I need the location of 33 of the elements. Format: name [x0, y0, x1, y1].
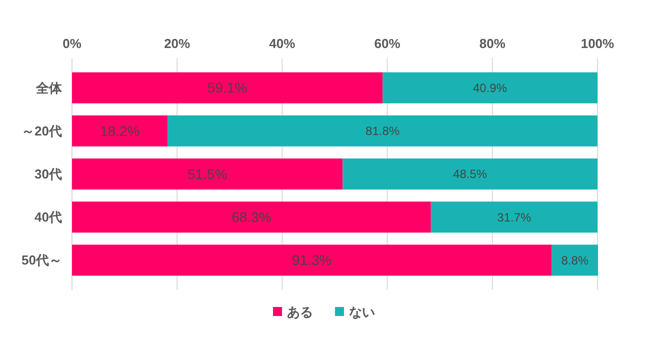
bar	[382, 72, 598, 104]
y-tick-label: 50代～	[22, 252, 62, 268]
legend-label: ない	[349, 304, 375, 320]
bar	[552, 244, 598, 276]
data-label: 68.3%	[232, 208, 272, 225]
data-label: 59.1%	[207, 80, 248, 96]
bar	[72, 72, 383, 104]
x-tick-label: 20%	[164, 36, 191, 51]
data-label: 91.3%	[292, 252, 332, 268]
y-tick-label: ～20代	[22, 123, 62, 138]
data-label: 31.7%	[497, 210, 532, 224]
data-label: 51.5%	[187, 166, 228, 182]
data-label: 81.8%	[366, 124, 400, 138]
data-label: 18.2%	[100, 122, 140, 139]
bar	[168, 115, 598, 146]
bar	[72, 244, 552, 276]
y-tick-label: 30代	[34, 166, 62, 182]
legend-label: ある	[287, 304, 313, 320]
bar	[72, 158, 343, 190]
y-tick-label: 全体	[35, 80, 63, 96]
x-tick-label: 100%	[580, 36, 615, 51]
bar	[430, 202, 598, 233]
bar	[72, 115, 168, 146]
data-label: 8.8%	[561, 253, 589, 268]
data-label: 48.5%	[453, 167, 488, 182]
x-tick-label: 60%	[374, 36, 401, 51]
x-tick-label: 80%	[479, 36, 506, 51]
bar	[72, 202, 431, 233]
data-label: 40.9%	[473, 81, 508, 96]
x-tick-label: 0%	[62, 36, 82, 51]
y-tick-label: 40代	[34, 210, 62, 225]
bar	[342, 158, 598, 190]
x-tick-label: 40%	[269, 36, 296, 51]
